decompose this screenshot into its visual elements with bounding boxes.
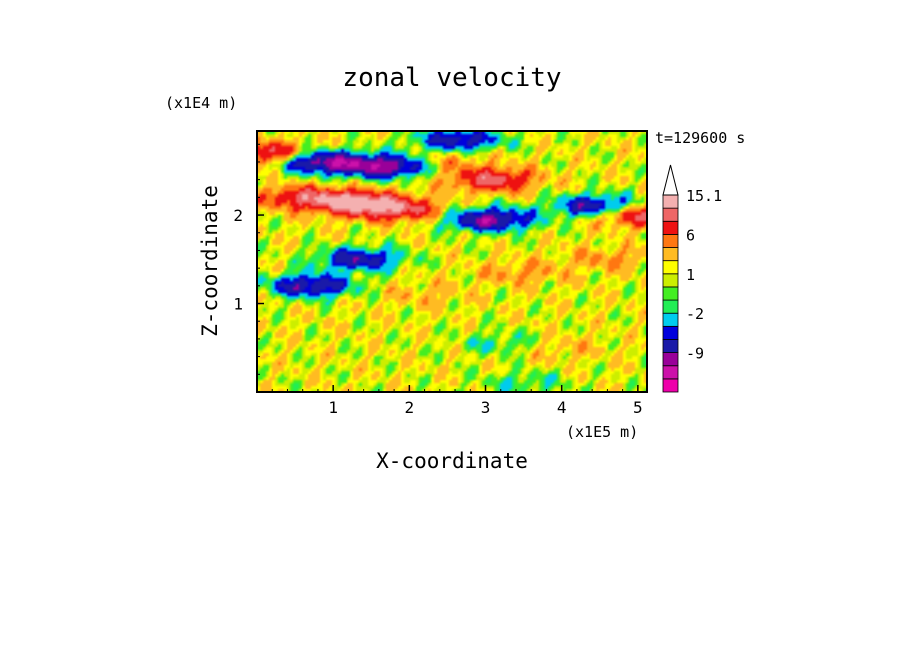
colorbar-label: 6 <box>686 226 695 244</box>
y-axis-unit: (x1E4 m) <box>165 94 237 112</box>
x-tick-label: 2 <box>405 398 415 417</box>
colorbar-segment <box>662 312 679 327</box>
colorbar-segment <box>662 233 679 248</box>
colorbar-segment <box>662 260 679 275</box>
colorbar-segment <box>662 247 679 262</box>
y-tick-label: 2 <box>233 206 243 225</box>
colorbar-label: -2 <box>686 305 704 323</box>
x-tick-label: 4 <box>557 398 567 417</box>
colorbar-segment <box>662 299 679 314</box>
y-tick-label: 1 <box>233 295 243 314</box>
x-axis-ticks: 1 2 3 4 5 <box>271 385 643 417</box>
colorbar-segment <box>662 273 679 288</box>
colorbar: 15.1 6 1 -2 -9 <box>662 164 722 393</box>
y-axis-title: Z-coordinate <box>198 185 222 337</box>
colorbar-segment <box>662 194 679 209</box>
colorbar-label: 15.1 <box>686 187 722 205</box>
colorbar-segment <box>662 325 679 340</box>
x-axis-title: X-coordinate <box>376 449 528 473</box>
colorbar-segment <box>662 352 679 367</box>
x-tick-label: 5 <box>633 398 643 417</box>
colorbar-label: 1 <box>686 266 695 284</box>
x-tick-label: 1 <box>328 398 338 417</box>
colorbar-segment <box>662 286 679 301</box>
chart-title: zonal velocity <box>342 63 561 93</box>
x-tick-label: 3 <box>481 398 491 417</box>
colorbar-segment <box>662 365 679 380</box>
y-axis-ticks: 12 <box>233 143 264 375</box>
time-label: t=129600 s <box>655 129 745 147</box>
x-axis-unit: (x1E5 m) <box>566 423 638 441</box>
colorbar-segment <box>662 378 679 393</box>
colorbar-segment <box>662 207 679 222</box>
velocity-field <box>257 131 647 392</box>
colorbar-extend-arrow <box>662 164 679 196</box>
colorbar-label: -9 <box>686 345 704 363</box>
colorbar-segment <box>662 220 679 235</box>
colorbar-segment <box>662 339 679 354</box>
plot-frame <box>256 130 648 393</box>
